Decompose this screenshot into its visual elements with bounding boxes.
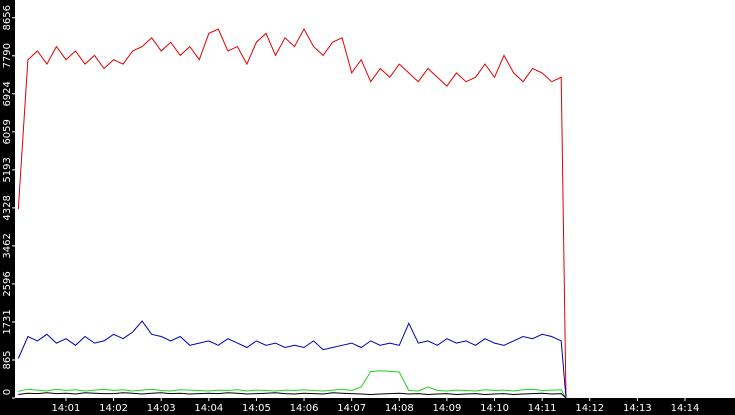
x-tick-label: 14:01 [52,403,81,414]
y-tick-label: 3462 [2,233,13,258]
x-tick-label: 14:14 [671,403,700,414]
x-tick-label: 14:06 [290,403,319,414]
y-tick-label: 7790 [2,43,13,68]
series-line [18,392,567,399]
x-tick-label: 14:12 [575,403,604,414]
y-tick-label: 6059 [2,119,13,144]
y-tick-label: 865 [2,350,13,369]
y-axis-strip [0,0,15,415]
x-tick-label: 14:05 [242,403,271,414]
series-line [18,370,567,399]
x-tick-label: 14:10 [480,403,509,414]
x-tick-label: 14:03 [147,403,176,414]
y-tick-label: 2596 [2,271,13,296]
y-tick-label: 8656 [2,5,13,30]
x-tick-label: 14:11 [528,403,557,414]
y-tick-label: 6924 [2,81,13,106]
y-tick-label: 4328 [2,195,13,220]
series-line [17,27,567,399]
x-tick-label: 14:07 [337,403,366,414]
x-tick-label: 14:08 [385,403,414,414]
y-tick-label: 1731 [2,309,13,334]
y-tick-label: 5193 [2,157,13,182]
x-tick-label: 14:13 [623,403,652,414]
series-line [17,320,567,399]
y-tick-label: 0 [2,389,13,395]
x-tick-label: 14:02 [99,403,128,414]
x-tick-label: 14:09 [432,403,461,414]
x-axis-strip [0,398,735,415]
x-tick-label: 14:04 [194,403,223,414]
